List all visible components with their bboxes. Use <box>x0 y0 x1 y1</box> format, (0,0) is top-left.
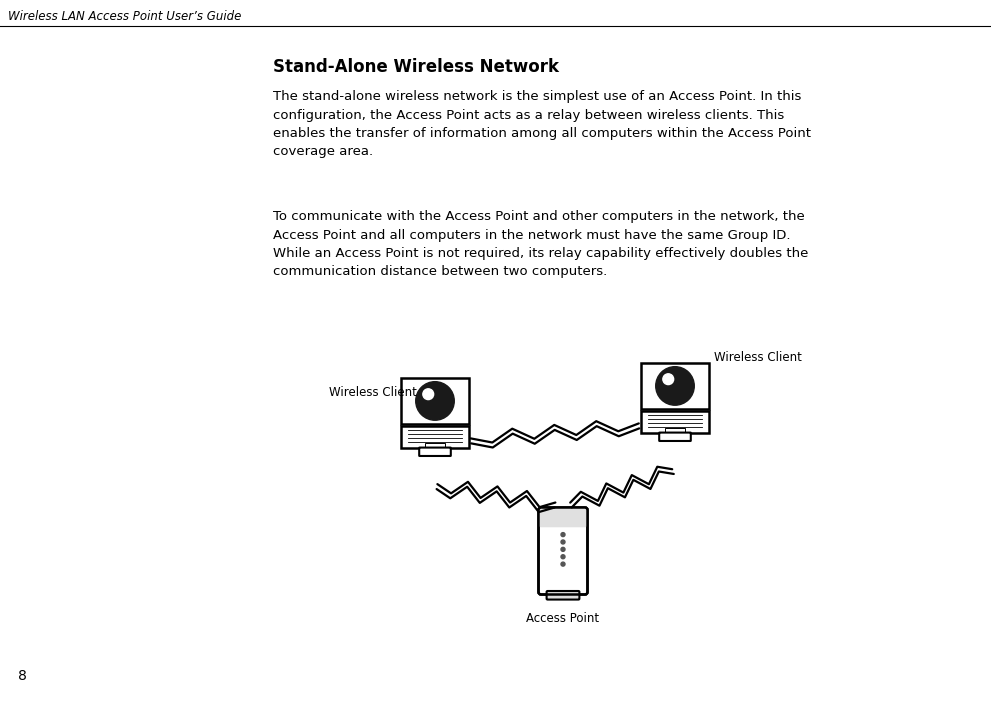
Circle shape <box>561 547 565 552</box>
Text: Wireless Client: Wireless Client <box>714 351 802 364</box>
FancyBboxPatch shape <box>419 447 451 456</box>
FancyBboxPatch shape <box>659 433 691 441</box>
Circle shape <box>416 381 454 420</box>
FancyBboxPatch shape <box>538 508 588 594</box>
Circle shape <box>423 389 434 400</box>
FancyBboxPatch shape <box>666 428 685 432</box>
FancyBboxPatch shape <box>547 591 580 599</box>
Text: To communicate with the Access Point and other computers in the network, the
Acc: To communicate with the Access Point and… <box>273 210 808 278</box>
Circle shape <box>656 367 695 405</box>
Text: The stand-alone wireless network is the simplest use of an Access Point. In this: The stand-alone wireless network is the … <box>273 90 811 158</box>
Circle shape <box>663 374 674 385</box>
FancyBboxPatch shape <box>641 411 709 433</box>
FancyBboxPatch shape <box>401 378 469 424</box>
FancyBboxPatch shape <box>538 508 588 527</box>
Text: 8: 8 <box>18 669 27 683</box>
FancyBboxPatch shape <box>401 426 469 448</box>
Circle shape <box>561 533 565 536</box>
Text: Access Point: Access Point <box>526 612 600 625</box>
Circle shape <box>561 554 565 559</box>
Text: Stand-Alone Wireless Network: Stand-Alone Wireless Network <box>273 58 559 76</box>
Text: Wireless LAN Access Point User’s Guide: Wireless LAN Access Point User’s Guide <box>8 10 242 23</box>
FancyBboxPatch shape <box>641 363 709 409</box>
Circle shape <box>561 540 565 544</box>
Circle shape <box>561 562 565 566</box>
Text: Wireless Client: Wireless Client <box>329 386 417 399</box>
FancyBboxPatch shape <box>425 443 445 447</box>
